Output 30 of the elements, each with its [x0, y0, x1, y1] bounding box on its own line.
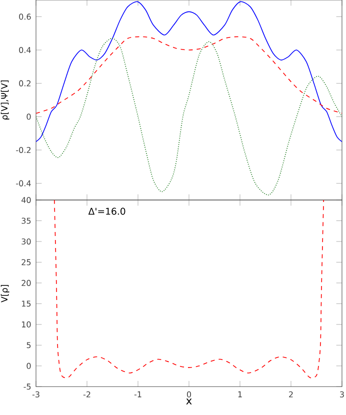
y-tick-label: -0.4: [16, 180, 31, 186]
y-tick-label: 35: [22, 218, 31, 224]
y-tick-label: -5: [24, 384, 31, 390]
y-tick-label: -0.2: [16, 146, 30, 154]
line-series: [36, 38, 342, 196]
y-tick-label: 25: [22, 259, 31, 266]
y-tick-label: 5: [26, 342, 31, 348]
y-tick-label: 15: [22, 300, 31, 307]
y-tick-label: 0.4: [19, 46, 31, 54]
y-tick-label: 20: [22, 280, 31, 286]
y-tick-label: 0: [26, 114, 31, 120]
x-tick-label: -2: [83, 391, 90, 398]
y-axis-title: ρ[V],Ψ[V]: [0, 80, 10, 120]
y-tick-label: 10: [22, 321, 31, 328]
x-axis-title: x: [186, 398, 192, 404]
annotation: Δ'=16.0: [88, 208, 126, 215]
x-tick-label: -3: [32, 391, 40, 398]
line-series: [36, 1, 342, 142]
y-tick-label: 0.2: [19, 80, 30, 86]
x-tick-label: 1: [238, 391, 242, 398]
y-tick-label: 40: [22, 196, 31, 204]
y-tick-label: 0.6: [19, 14, 31, 20]
x-tick-label: 2: [289, 391, 293, 398]
y-tick-label: 0: [26, 362, 31, 369]
line-series: [54, 200, 324, 378]
x-tick-label: 0: [186, 391, 192, 398]
x-tick-label: -1: [134, 391, 142, 398]
x-tick-label: 3: [340, 391, 344, 398]
y-axis-title: V[ρ]: [0, 284, 10, 302]
y-tick-label: 30: [22, 238, 31, 244]
